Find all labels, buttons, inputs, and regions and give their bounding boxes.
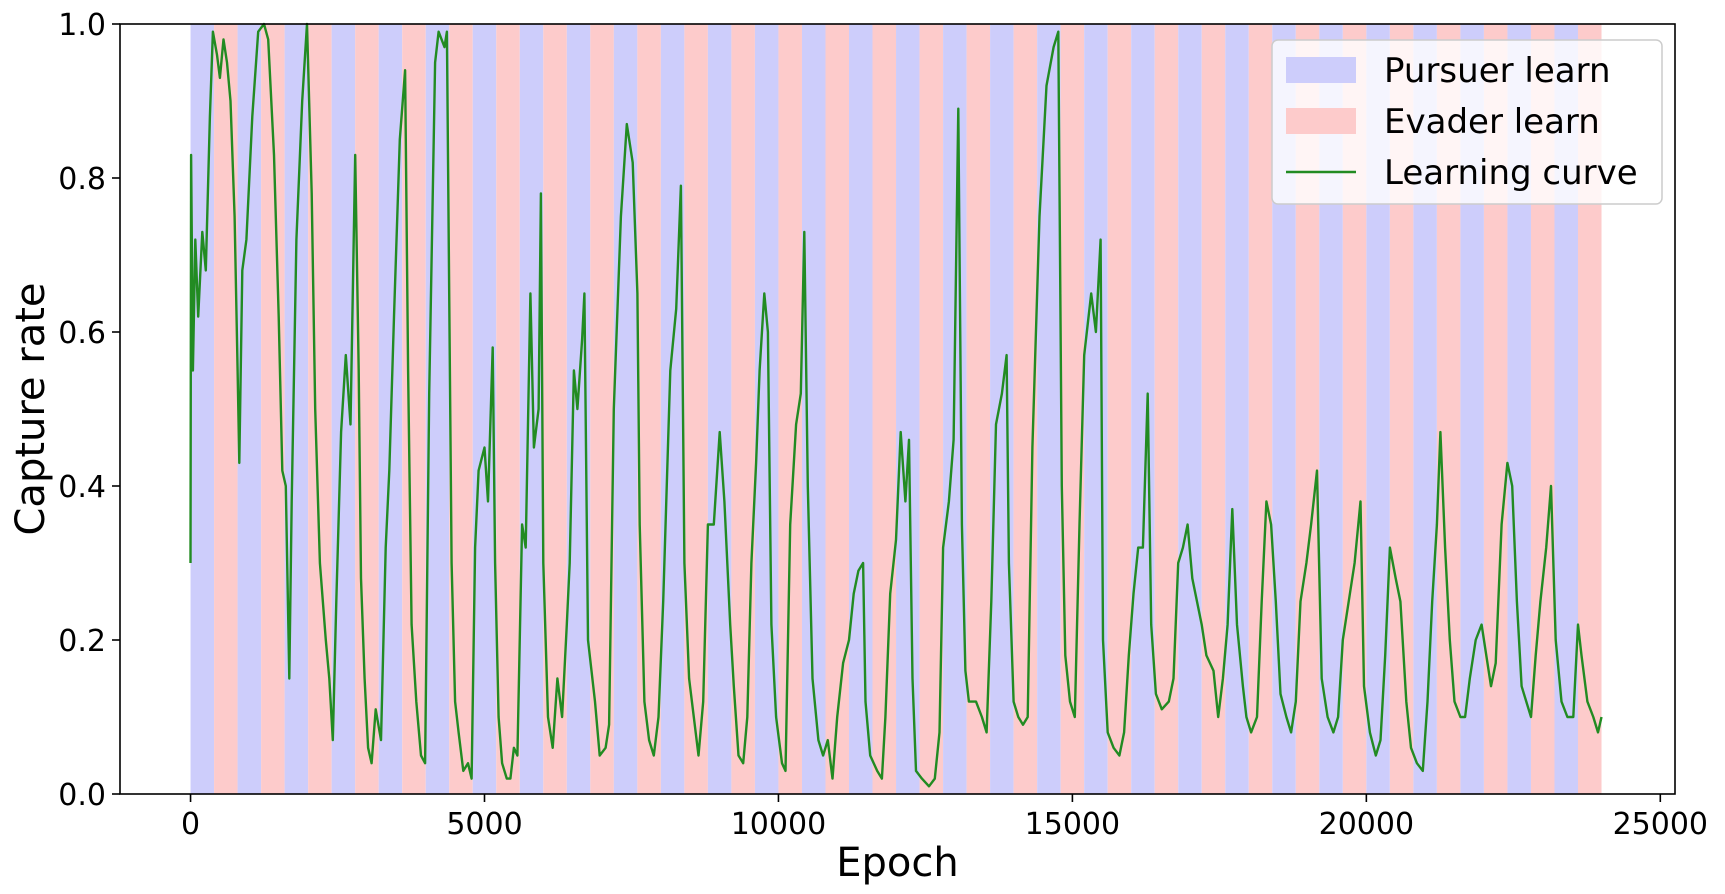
phase-band-pursuer	[1272, 24, 1296, 794]
x-tick-label: 25000	[1613, 807, 1708, 842]
phase-band-pursuer	[990, 24, 1014, 794]
y-axis-ticks: 0.0 0.2 0.4 0.6 0.8 1.0	[58, 8, 120, 813]
phase-band-pursuer	[848, 24, 873, 794]
legend-swatch-pursuer	[1286, 57, 1356, 83]
y-tick-label: 0.0	[58, 778, 106, 813]
legend: Pursuer learn Evader learn Learning curv…	[1271, 39, 1663, 205]
x-axis-ticks: 0 5000 10000 15000 20000 25000	[181, 794, 1708, 842]
phase-band-evader	[1201, 24, 1226, 794]
phase-band-pursuer	[472, 24, 497, 794]
phase-band-evader	[1060, 24, 1085, 794]
phase-band-evader	[308, 24, 332, 794]
phase-band-pursuer	[707, 24, 732, 794]
phase-band-evader	[731, 24, 755, 794]
phase-band-evader	[1530, 24, 1555, 794]
legend-label-evader: Evader learn	[1384, 102, 1600, 142]
phase-band-pursuer	[801, 24, 826, 794]
y-tick-label: 0.2	[58, 624, 106, 659]
x-tick-label: 15000	[1025, 807, 1120, 842]
phase-band-pursuer	[1460, 24, 1484, 794]
phase-band-evader	[778, 24, 802, 794]
phase-band-evader	[402, 24, 426, 794]
phase-band-pursuer	[1037, 24, 1061, 794]
plot-frame	[119, 23, 1676, 795]
legend-swatch-evader	[1286, 108, 1356, 134]
phase-band-pursuer	[1507, 24, 1531, 794]
y-tick-label: 0.6	[58, 316, 106, 351]
y-tick-label: 1.0	[58, 8, 106, 43]
learning-curve-line	[189, 22, 1603, 788]
phase-band-evader	[1389, 24, 1414, 794]
phase-band-evader	[214, 24, 238, 794]
phase-band-pursuer	[1554, 24, 1578, 794]
phase-band-pursuer	[754, 24, 779, 794]
phase-band-pursuer	[519, 24, 544, 794]
phase-band-pursuer	[237, 24, 262, 794]
phase-band-evader	[1107, 24, 1132, 794]
x-tick-label: 5000	[446, 807, 522, 842]
phase-band-pursuer	[190, 24, 215, 794]
y-axis-label: Capture rate	[8, 282, 54, 535]
legend-label-pursuer: Pursuer learn	[1384, 51, 1611, 91]
phase-band-evader	[637, 24, 661, 794]
x-tick-label: 0	[181, 807, 200, 842]
phase-band-evader	[1436, 24, 1461, 794]
phase-band-evader	[1577, 24, 1602, 794]
phase-band-evader	[919, 24, 944, 794]
phase-band-evader	[1013, 24, 1038, 794]
phase-band-pursuer	[1319, 24, 1343, 794]
phase-band-evader	[684, 24, 708, 794]
phase-band-pursuer	[660, 24, 685, 794]
x-tick-label: 10000	[731, 807, 826, 842]
phase-band-pursuer	[1131, 24, 1155, 794]
phase-band-evader	[543, 24, 567, 794]
phase-band-pursuer	[896, 24, 920, 794]
phase-band-pursuer	[1225, 24, 1249, 794]
legend-label-learning-curve: Learning curve	[1384, 153, 1638, 193]
phase-band-evader	[449, 24, 473, 794]
x-axis-label: Epoch	[836, 840, 958, 886]
y-tick-label: 0.4	[58, 470, 106, 505]
x-tick-label: 20000	[1319, 807, 1414, 842]
phase-band-pursuer	[1366, 24, 1390, 794]
phase-band-evader	[1483, 24, 1508, 794]
phase-band-evader	[966, 24, 991, 794]
phase-band-evader	[496, 24, 520, 794]
y-tick-label: 0.8	[58, 162, 106, 197]
series-layer	[189, 22, 1603, 788]
phase-band-evader	[590, 24, 614, 794]
phase-band-evader	[872, 24, 897, 794]
legend-box	[1271, 39, 1663, 205]
phase-band-evader	[1154, 24, 1179, 794]
phase-band-evader	[825, 24, 849, 794]
phase-band-pursuer	[1178, 24, 1202, 794]
phase-band-evader	[261, 24, 285, 794]
phase-band-evader	[1248, 24, 1273, 794]
